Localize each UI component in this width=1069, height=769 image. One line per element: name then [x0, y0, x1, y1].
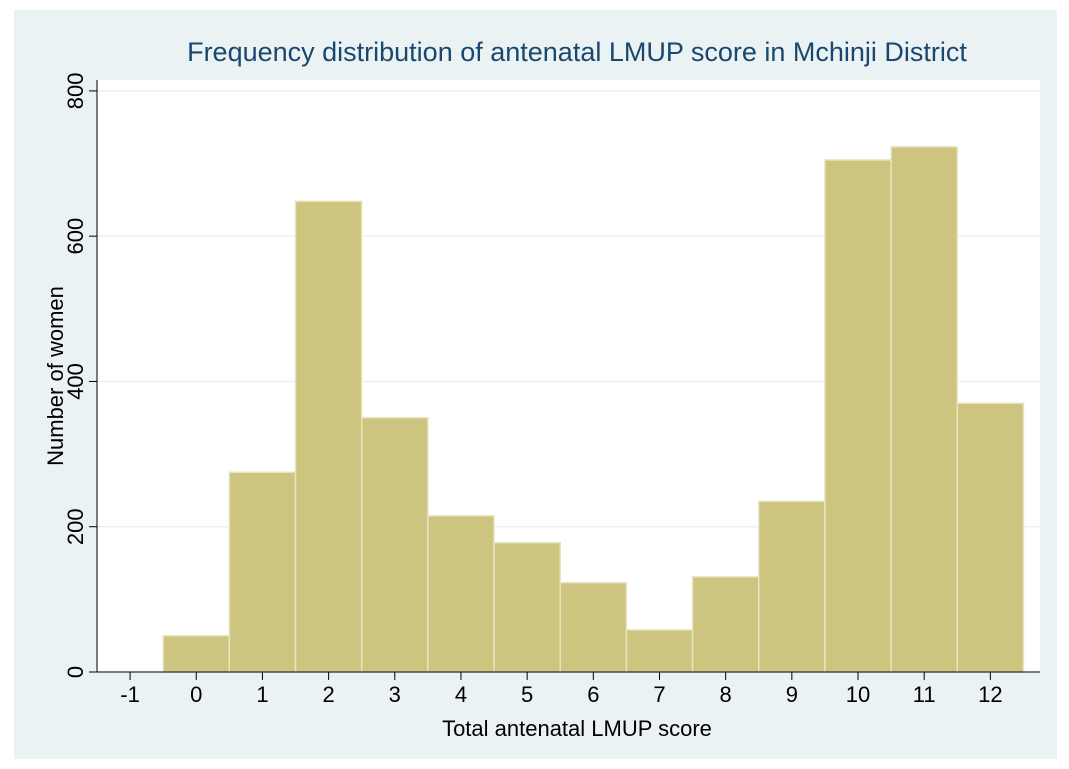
bar: [493, 541, 561, 673]
x-tick-label: 10: [846, 682, 870, 707]
x-tick-label: 12: [978, 682, 1002, 707]
bar: [559, 581, 628, 673]
bar: [890, 146, 959, 673]
x-tick-label: 0: [190, 682, 202, 707]
bar: [691, 576, 760, 673]
y-tick-label: 600: [63, 218, 88, 255]
bar: [294, 200, 363, 673]
bar: [360, 417, 429, 673]
y-axis-label: Number of women: [43, 286, 68, 466]
bar: [625, 629, 694, 673]
x-tick-label: -1: [120, 682, 140, 707]
y-tick-label: 200: [63, 508, 88, 545]
x-tick-label: 6: [587, 682, 599, 707]
x-tick-label: 8: [720, 682, 732, 707]
x-tick-label: 1: [256, 682, 268, 707]
x-tick-label: 4: [455, 682, 467, 707]
x-axis-label: Total antenatal LMUP score: [442, 716, 712, 741]
bar: [228, 471, 297, 673]
bar: [758, 500, 826, 673]
bar: [427, 515, 495, 673]
x-tick-label: 3: [389, 682, 401, 707]
x-tick-label: 7: [653, 682, 665, 707]
chart-title: Frequency distribution of antenatal LMUP…: [187, 37, 967, 67]
y-tick-label: 800: [63, 73, 88, 110]
x-tick-label: 11: [913, 682, 936, 707]
bar: [956, 402, 1025, 673]
bar: [162, 634, 231, 673]
x-tick-label: 9: [786, 682, 798, 707]
y-tick-label: 400: [63, 363, 88, 400]
x-tick-label: 5: [521, 682, 533, 707]
bar: [824, 159, 892, 673]
y-tick-label: 0: [63, 666, 88, 678]
x-tick-label: 2: [322, 682, 334, 707]
